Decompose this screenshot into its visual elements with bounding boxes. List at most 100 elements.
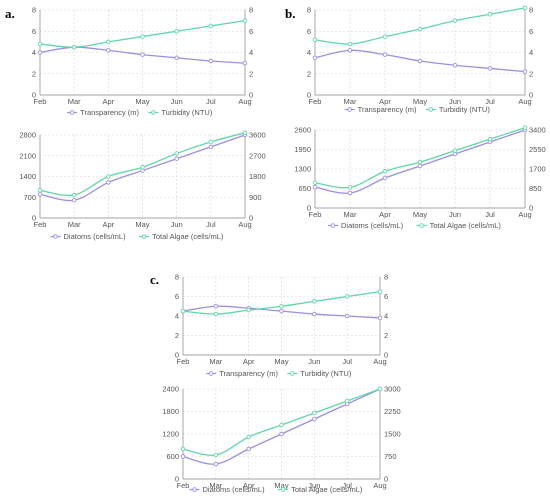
legend-label: Diatoms (cells/mL) — [64, 232, 127, 241]
legend-marker — [151, 110, 156, 115]
data-point — [174, 156, 179, 161]
data-point — [487, 11, 493, 17]
x-tick-label: Apr — [102, 97, 114, 106]
y2-tick-label: 3400 — [529, 126, 546, 135]
y-tick-label: 2 — [307, 69, 311, 78]
data-point — [312, 299, 317, 304]
y2-tick-label: 3000 — [384, 385, 401, 394]
data-point — [382, 169, 388, 174]
legend-marker — [53, 234, 58, 239]
legend-label: Turbidity (NTU) — [439, 105, 490, 114]
y2-tick-label: 2700 — [249, 151, 266, 160]
x-tick-label: Mar — [68, 220, 81, 229]
data-point — [246, 446, 251, 452]
y-tick-label: 0 — [175, 475, 179, 484]
data-point — [242, 130, 248, 135]
y-tick-label: 8 — [307, 6, 311, 15]
y-tick-label: 1200 — [162, 430, 179, 439]
y-tick-label: 0 — [175, 351, 179, 360]
data-point — [246, 434, 251, 440]
data-point — [417, 58, 423, 64]
x-tick-label: Feb — [177, 481, 190, 490]
data-point — [377, 289, 383, 294]
legend-label: Transparency (m) — [80, 108, 139, 117]
x-tick-label: Aug — [373, 481, 386, 490]
chart-1: a. 0 2 4 6 8 0 2 4 6 8 Feb Mar Apr May Jun Jul Aug Transpa… — [5, 6, 253, 117]
chart-2: 0 700 1400 2100 2800 0 900 1800 2700 3600 Feb Mar Ap… — [19, 130, 266, 241]
x-tick-label: Jul — [342, 357, 352, 366]
y2-tick-label: 4 — [384, 312, 388, 321]
data-point — [213, 311, 219, 317]
legend: Transparency (m) Turbidity (NTU) — [344, 105, 490, 114]
legend: Diatoms (cells/mL) Total Algae (cells/mL) — [50, 232, 224, 241]
data-point — [417, 163, 423, 169]
data-point — [174, 55, 179, 61]
data-point — [180, 454, 186, 459]
x-tick-label: May — [135, 220, 149, 229]
panel-label: a. — [5, 6, 15, 21]
chart-6: 0 600 1200 1800 2400 0 750 1500 2250 3000 Feb Mar Ap… — [162, 385, 400, 494]
legend: Diatoms (cells/mL) Total Algae (cells/mL) — [189, 485, 363, 494]
legend-marker — [290, 371, 295, 376]
data-point — [452, 63, 458, 68]
y2-tick-label: 6 — [384, 292, 388, 301]
data-point — [71, 44, 77, 50]
x-tick-label: Jul — [206, 97, 216, 106]
y2-tick-label: 1700 — [529, 165, 546, 174]
y2-tick-label: 2550 — [529, 145, 546, 154]
y2-tick-label: 4 — [249, 48, 253, 57]
legend-marker — [192, 487, 197, 492]
y-tick-label: 1950 — [294, 145, 311, 154]
data-point — [208, 23, 214, 29]
data-point — [279, 308, 284, 314]
y2-tick-label: 2 — [529, 69, 533, 78]
data-point — [213, 461, 219, 467]
data-point — [246, 307, 251, 313]
data-point — [180, 308, 186, 314]
legend-label: Total Algae (cells/mL) — [152, 232, 224, 241]
y-tick-label: 6 — [32, 27, 36, 36]
data-point — [37, 192, 43, 197]
data-point — [37, 188, 43, 193]
y-tick-label: 2100 — [19, 151, 36, 160]
x-tick-label: Jun — [308, 357, 320, 366]
x-tick-label: Jun — [171, 220, 183, 229]
data-point — [242, 60, 248, 66]
data-point — [140, 34, 145, 39]
x-tick-label: Feb — [34, 97, 47, 106]
x-tick-label: Mar — [344, 210, 357, 219]
data-point — [208, 139, 214, 145]
y-tick-label: 600 — [166, 452, 179, 461]
data-point — [213, 304, 219, 309]
data-point — [312, 180, 318, 186]
y2-tick-label: 2 — [384, 331, 388, 340]
data-point — [312, 184, 318, 190]
data-point — [71, 197, 77, 203]
y-tick-label: 0 — [307, 204, 311, 213]
y2-tick-label: 8 — [529, 6, 533, 15]
y2-tick-label: 900 — [249, 193, 262, 202]
data-point — [174, 29, 179, 34]
y-tick-label: 2600 — [294, 126, 311, 135]
data-point — [377, 386, 383, 392]
data-point — [487, 136, 493, 142]
data-point — [140, 52, 145, 57]
y-tick-label: 8 — [175, 273, 179, 282]
y-tick-label: 4 — [175, 312, 179, 321]
data-point — [452, 18, 458, 23]
x-tick-label: Feb — [177, 357, 190, 366]
y2-tick-label: 0 — [249, 91, 253, 100]
legend-label: Total Algae (cells/mL) — [291, 485, 363, 494]
legend-label: Diatoms (cells/mL) — [203, 485, 266, 494]
x-tick-label: Aug — [373, 357, 386, 366]
y-tick-label: 4 — [307, 48, 311, 57]
y-tick-label: 4 — [32, 48, 36, 57]
data-point — [208, 58, 214, 64]
data-point — [242, 18, 248, 23]
x-tick-label: Apr — [102, 220, 114, 229]
data-point — [140, 165, 145, 170]
data-point — [377, 315, 383, 321]
y2-tick-label: 0 — [529, 91, 533, 100]
x-tick-label: Aug — [238, 97, 251, 106]
